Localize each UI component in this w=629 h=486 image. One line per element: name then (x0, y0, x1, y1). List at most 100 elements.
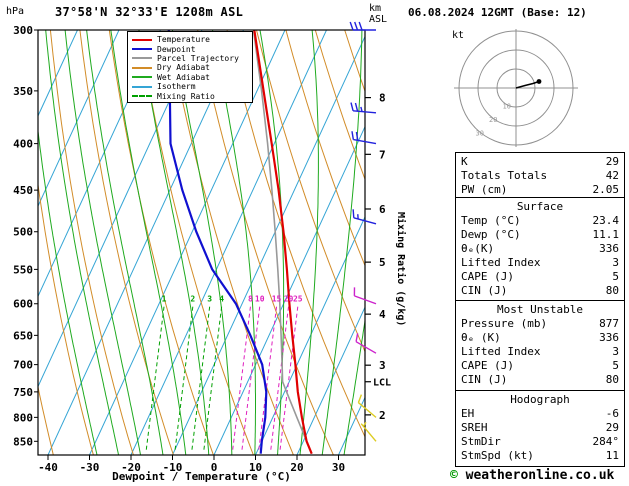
temperature-curve (253, 30, 313, 455)
stat-label: SREH (461, 421, 488, 434)
stat-value: 11.1 (592, 228, 620, 241)
stat-value: -6 (605, 407, 619, 420)
stat-value: 336 (599, 331, 619, 344)
chart-border (37, 29, 366, 456)
copyright-symbol: © (450, 468, 458, 483)
stat-value: 3 (612, 256, 619, 269)
stat-label: K (461, 155, 468, 168)
stat-value: 23.4 (592, 214, 620, 227)
datetime-title: 06.08.2024 12GMT (Base: 12) (408, 6, 587, 19)
wind-barb (351, 131, 377, 145)
legend-swatch (132, 66, 152, 69)
mixing-ratio-value-labels: 1 2 3 4 8 10 15 20 25 (162, 295, 303, 304)
svg-text:750: 750 (13, 386, 33, 399)
hodograph: 10 20 30 (454, 29, 578, 147)
legend-label: Parcel Trajectory (157, 53, 239, 63)
legend-item: Temperature (132, 35, 252, 44)
stat-value: 42 (605, 169, 619, 182)
legend-label: Mixing Ratio (157, 91, 215, 101)
legend-item: Wet Adiabat (132, 73, 252, 82)
legend-swatch (132, 57, 152, 60)
svg-text:300: 300 (13, 24, 33, 37)
stat-label: StmSpd (kt) (461, 449, 534, 462)
wind-barb (360, 421, 377, 442)
table-title: Most Unstable (496, 303, 584, 316)
svg-text:850: 850 (13, 435, 33, 448)
wind-barb (353, 287, 377, 305)
stat-label: θₑ(K) (461, 242, 495, 255)
svg-text:650: 650 (13, 329, 33, 342)
legend-label: Temperature (157, 35, 210, 45)
wind-barb (355, 333, 377, 354)
legend-item: Dry Adiabat (132, 63, 252, 72)
stat-label: CIN (J) (461, 373, 508, 386)
wind-barb (350, 102, 377, 114)
indices-table: K 29 Totals Totals 42 PW (cm) 2.05 (455, 152, 625, 198)
svg-text:450: 450 (13, 184, 33, 197)
svg-text:10: 10 (255, 295, 265, 304)
hodograph-ring-label: 10 (503, 102, 511, 110)
svg-text:5: 5 (379, 256, 386, 269)
stat-label: StmDir (461, 435, 501, 448)
svg-text:0: 0 (211, 461, 218, 474)
hodograph-ring (496, 68, 536, 108)
stat-value: 5 (612, 359, 619, 372)
surface-table: Surface Temp (°C) 23.4 Dewp (°C) 11.1 θₑ(K) 33… (455, 197, 625, 301)
svg-text:7: 7 (379, 148, 386, 161)
storm-motion-dot (536, 79, 542, 84)
svg-text:3: 3 (379, 359, 386, 372)
table-title: Surface (516, 200, 564, 213)
legend-label: Isotherm (157, 82, 196, 92)
legend-item: Parcel Trajectory (132, 54, 252, 63)
stat-label: CAPE (J) (461, 270, 514, 283)
stat-row: PW (cm) 2.05 (456, 183, 624, 197)
legend-swatch (132, 85, 152, 88)
wind-barb (357, 394, 377, 418)
km-axis-unit-line1: km (369, 3, 382, 14)
table-title: Hodograph (510, 393, 570, 406)
stat-row: EH -6 (456, 407, 624, 421)
stat-label: Lifted Index (461, 256, 541, 269)
legend-label: Wet Adiabat (157, 72, 210, 82)
stat-label: CAPE (J) (461, 359, 514, 372)
stat-row: StmDir 284° (456, 435, 624, 449)
svg-text:8: 8 (248, 295, 253, 304)
dry-adiabat-lines (38, 30, 365, 455)
svg-text:-30: -30 (80, 461, 100, 474)
legend-item: Dewpoint (132, 44, 252, 54)
legend-label: Dewpoint (157, 44, 196, 54)
svg-text:-20: -20 (121, 461, 141, 474)
svg-text:6: 6 (379, 203, 386, 216)
stat-value: 2.05 (592, 183, 620, 196)
stat-value: 29 (605, 421, 619, 434)
svg-text:600: 600 (13, 298, 33, 311)
hodograph-ring-label: 30 (476, 129, 484, 137)
stat-value: 877 (599, 317, 619, 330)
stat-label: Lifted Index (461, 345, 541, 358)
legend-item: Isotherm (132, 82, 252, 91)
hodograph-ring (477, 49, 555, 127)
stat-row: StmSpd (kt) 11 (456, 449, 624, 463)
stat-label: CIN (J) (461, 284, 508, 297)
hodograph-trace (515, 80, 540, 89)
svg-text:400: 400 (13, 138, 33, 151)
pressure-axis-unit: hPa (6, 6, 25, 17)
km-asl-axis: 8 7 6 5 4 3 2 LCL (365, 92, 391, 422)
wind-barb (352, 209, 377, 225)
svg-text:1: 1 (162, 295, 167, 304)
km-axis-unit: km ASL (369, 3, 387, 25)
dewpoint-curve (167, 30, 268, 454)
stat-value: 284° (592, 435, 620, 448)
stat-row: Temp (°C) 23.4 (456, 214, 624, 228)
stat-row: Totals Totals 42 (456, 169, 624, 183)
svg-text:-10: -10 (163, 461, 183, 474)
mixing-axis-label: Mixing Ratio (g/kg) (395, 212, 406, 327)
svg-text:-40: -40 (38, 461, 58, 474)
stat-label: Pressure (mb) (461, 317, 548, 330)
stat-row: θₑ (K) 336 (456, 331, 624, 345)
stat-row: θₑ(K) 336 (456, 242, 624, 256)
stat-value: 3 (612, 345, 619, 358)
hodograph-ring (458, 30, 574, 146)
svg-text:2: 2 (190, 295, 195, 304)
